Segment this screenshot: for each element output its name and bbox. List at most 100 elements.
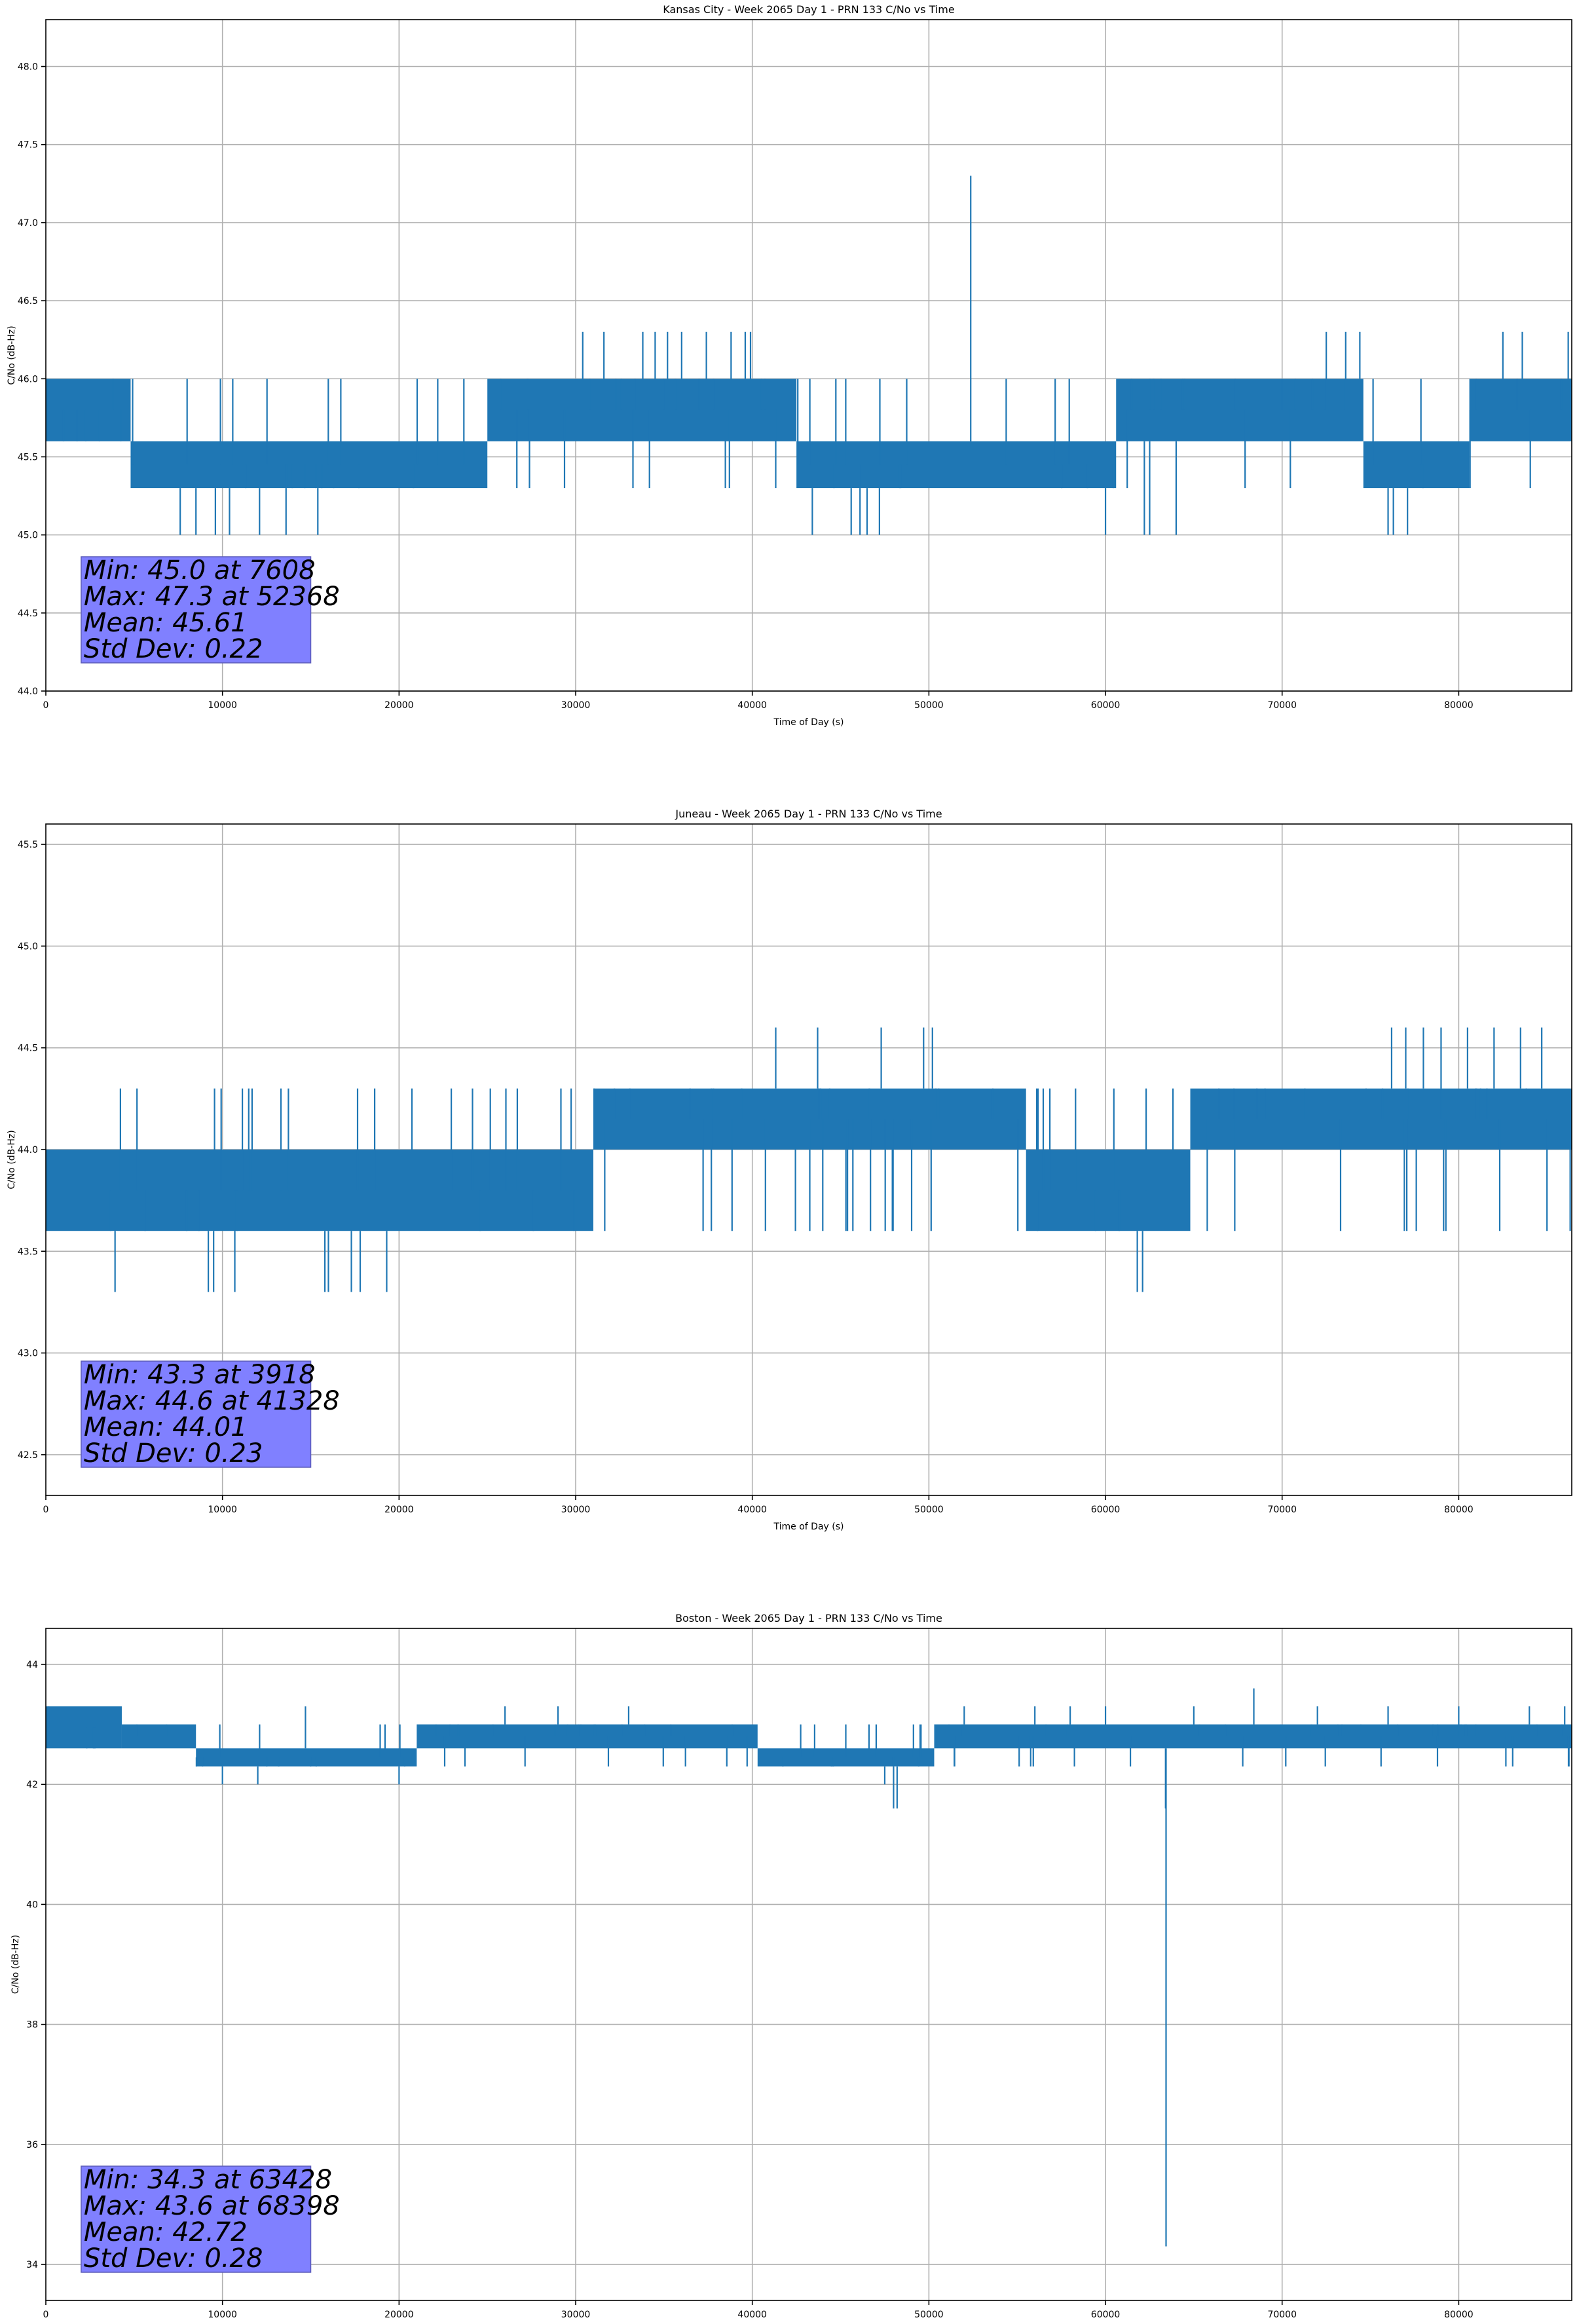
data-band xyxy=(196,1748,417,1767)
y-tick-label: 44.5 xyxy=(18,609,38,619)
y-tick-label: 45.0 xyxy=(18,941,38,952)
stats-line: Std Dev: 0.22 xyxy=(84,634,263,664)
chart-panel-3: 0 10000 20000 30000 40000 50000 60000 70000 8000… xyxy=(10,1612,1572,2320)
y-tick-label: 44 xyxy=(26,1660,38,1670)
x-tick-label: 10000 xyxy=(208,1505,237,1515)
x-tick-label: 20000 xyxy=(384,700,414,711)
x-tick-label: 60000 xyxy=(1091,1505,1121,1515)
data-flicker xyxy=(500,379,777,489)
x-tick-label: 10000 xyxy=(208,2310,237,2320)
data-band xyxy=(46,1149,593,1231)
x-tick-label: 0 xyxy=(43,2310,49,2320)
x-tick-label: 0 xyxy=(43,700,49,711)
y-axis-label: C/No (dB-Hz) xyxy=(10,1935,21,1994)
chart-title: Boston - Week 2065 Day 1 - PRN 133 C/No … xyxy=(675,1612,942,1624)
stats-box xyxy=(81,1360,312,1468)
x-axis-label: Time of Day (s) xyxy=(773,717,844,728)
x-tick-label: 80000 xyxy=(1444,1505,1474,1515)
data-flicker xyxy=(948,1724,1572,1767)
x-tick-label: 80000 xyxy=(1444,700,1474,711)
data-flicker xyxy=(109,1088,575,1231)
axes-frame xyxy=(45,19,1572,692)
data-band xyxy=(130,441,488,489)
data-flicker xyxy=(195,1724,405,1767)
x-tick-label: 0 xyxy=(43,1505,49,1515)
data-band xyxy=(46,379,131,441)
chart-title: Kansas City - Week 2065 Day 1 - PRN 133 … xyxy=(663,3,954,16)
data-flicker xyxy=(48,1706,96,1749)
stats-line: Min: 34.3 at 63428 xyxy=(84,2165,332,2195)
y-tick-label: 45.5 xyxy=(18,840,38,850)
data-flicker xyxy=(435,1724,748,1767)
stats-line: Mean: 45.61 xyxy=(84,608,248,638)
data-band xyxy=(417,1724,758,1749)
stats-line: Mean: 42.72 xyxy=(84,2217,248,2247)
x-tick-label: 30000 xyxy=(561,700,591,711)
stats-box xyxy=(81,2165,312,2273)
data-series xyxy=(46,176,1572,535)
stats-line: Max: 44.6 at 41328 xyxy=(84,1386,340,1416)
data-series xyxy=(46,1027,1572,1292)
x-tick-label: 70000 xyxy=(1267,2310,1297,2320)
stats-box xyxy=(81,556,312,664)
y-axis-label: C/No (dB-Hz) xyxy=(7,326,17,384)
y-tick-label: 42.5 xyxy=(18,1450,38,1461)
y-tick-label: 48.0 xyxy=(18,62,38,73)
y-tick-label: 46.0 xyxy=(18,374,38,384)
stats-line: Min: 45.0 at 7608 xyxy=(84,555,316,586)
x-tick-label: 40000 xyxy=(737,2310,767,2320)
y-tick-label: 38 xyxy=(26,2020,38,2031)
data-band xyxy=(1026,1149,1191,1231)
data-flicker xyxy=(62,379,122,441)
x-tick-label: 30000 xyxy=(561,2310,591,2320)
x-tick-label: 40000 xyxy=(737,1505,767,1515)
y-tick-label: 44.0 xyxy=(18,1145,38,1155)
data-flicker xyxy=(1372,379,1424,489)
data-band xyxy=(121,1724,196,1749)
y-tick-label: 45.0 xyxy=(18,531,38,541)
chart-title: Juneau - Week 2065 Day 1 - PRN 133 C/No … xyxy=(675,808,942,820)
x-tick-label: 50000 xyxy=(914,1505,944,1515)
x-axis-label: Time of Day (s) xyxy=(773,1522,844,1532)
y-tick-label: 34 xyxy=(26,2260,38,2270)
data-flicker xyxy=(136,1724,168,1736)
axes-frame xyxy=(45,823,1572,1496)
x-tick-label: 10000 xyxy=(208,700,237,711)
data-band xyxy=(1190,1088,1572,1150)
data-flicker xyxy=(132,379,465,489)
chart-panel-1: 0 10000 20000 30000 40000 50000 60000 70000 8000… xyxy=(7,3,1572,728)
y-tick-label: 43.0 xyxy=(18,1349,38,1359)
x-tick-label: 70000 xyxy=(1267,1505,1297,1515)
data-flicker xyxy=(782,1724,922,1767)
chart-panel-2: 0 10000 20000 30000 40000 50000 60000 70000 8000… xyxy=(7,808,1572,1532)
x-tick-label: 30000 xyxy=(561,1505,591,1515)
y-tick-label: 47.0 xyxy=(18,218,38,229)
stats-line: Mean: 44.01 xyxy=(84,1412,248,1442)
x-tick-label: 70000 xyxy=(1267,700,1297,711)
data-band xyxy=(46,1706,122,1749)
x-tick-label: 60000 xyxy=(1091,2310,1121,2320)
x-tick-label: 50000 xyxy=(914,700,944,711)
y-tick-label: 47.5 xyxy=(18,140,38,151)
data-flicker xyxy=(593,1088,1019,1231)
data-flicker xyxy=(1206,1088,1571,1231)
y-tick-label: 43.5 xyxy=(18,1246,38,1257)
data-band xyxy=(487,379,797,441)
y-tick-label: 45.5 xyxy=(18,452,38,462)
data-band xyxy=(796,441,1117,489)
data-band xyxy=(1469,379,1572,441)
x-tick-label: 20000 xyxy=(384,1505,414,1515)
data-series xyxy=(46,1688,1572,2247)
y-tick-label: 42 xyxy=(26,1780,38,1790)
y-tick-label: 44.0 xyxy=(18,686,38,697)
x-tick-label: 50000 xyxy=(914,2310,944,2320)
stats-line: Std Dev: 0.23 xyxy=(84,1438,263,1469)
stats-line: Max: 43.6 at 68398 xyxy=(84,2191,340,2221)
y-tick-label: 44.5 xyxy=(18,1043,38,1054)
data-band xyxy=(1363,441,1470,489)
data-flicker xyxy=(797,379,1115,489)
stats-line: Std Dev: 0.28 xyxy=(84,2243,263,2274)
y-tick-label: 36 xyxy=(26,2140,38,2150)
stats-line: Min: 43.3 at 3918 xyxy=(84,1360,316,1390)
